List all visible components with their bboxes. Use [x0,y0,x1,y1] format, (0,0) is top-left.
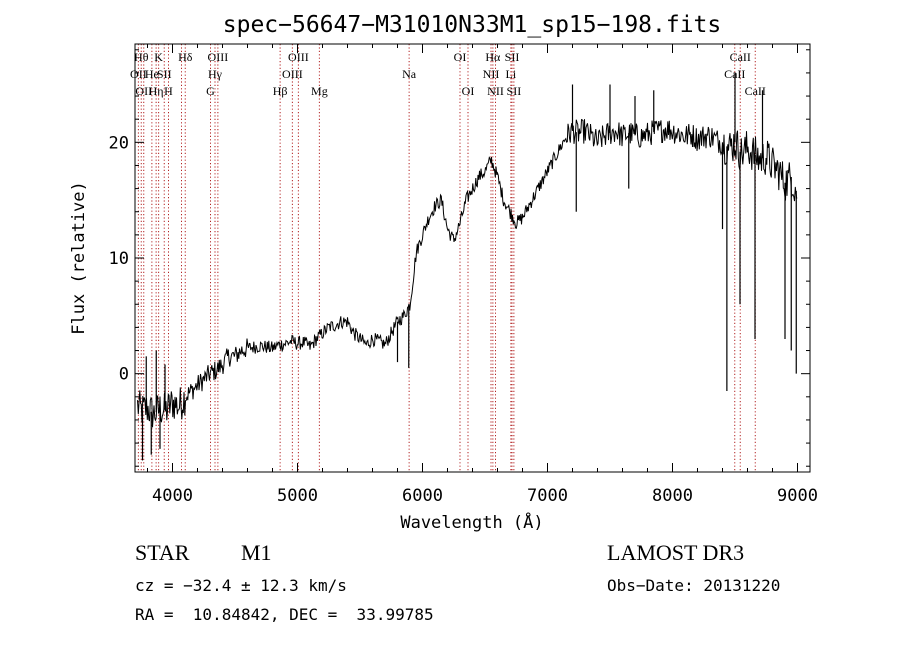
spectral-line-label: SII [507,84,522,98]
chart-title: spec−56647−M31010N33M1_sp15−198.fits [223,12,722,38]
spectral-line-label: Hα [485,50,501,64]
spectral-line-label: OI [454,50,467,64]
spectral-line-label: NII [487,84,504,98]
object-subclass: M1 [241,540,272,565]
spectral-line-label: Mg [311,84,328,98]
spectral-line-label: Hβ [273,84,288,98]
spectral-line-label: OIII [282,67,303,81]
spectral-line-label: NII [483,67,500,81]
y-tick-label: 10 [109,249,129,269]
spectral-line-label: OII [130,67,147,81]
spectral-line-label: SII [505,50,520,64]
spectral-line-label: He [145,67,159,81]
flux-line [137,118,798,428]
coordinates-readout: RA = 10.84842, DEC = 33.99785 [135,605,434,624]
spectral-line-label: OI [462,84,475,98]
spectral-line-label: OIII [208,50,229,64]
spectral-line-label: K [154,50,163,64]
y-tick-label: 0 [119,365,129,385]
spectral-line-label: Li [506,67,517,81]
spectral-line-label: Hδ [178,50,193,64]
object-type: STAR [135,540,190,565]
y-tick-label: 20 [109,133,129,153]
spectral-line-label: H [164,84,173,98]
spectral-line-label: G [206,84,215,98]
spectral-line-label: CaII [745,84,766,98]
x-tick-label: 5000 [277,486,318,506]
spectral-line-label: Hθ [134,50,149,64]
x-tick-label: 4000 [152,486,193,506]
spectral-line-label: Hγ [208,67,223,81]
observation-date: Obs−Date: 20131220 [607,576,781,595]
redshift-readout: cz = −32.4 ± 12.3 km/s [135,576,347,595]
spectral-line-label: OII [135,84,152,98]
spectral-line-label: OIII [288,50,309,64]
y-axis-label: Flux (relative) [69,181,89,335]
x-tick-label: 7000 [527,486,568,506]
x-tick-label: 9000 [777,486,818,506]
spectral-line-label: SII [157,67,172,81]
x-tick-label: 8000 [652,486,693,506]
survey-name: LAMOST DR3 [607,540,745,565]
spectral-line-label: Hη [149,84,164,98]
spectral-line-label: CaII [730,50,751,64]
x-axis-label: Wavelength (Å) [400,511,543,533]
spectral-line-label: Na [402,67,417,81]
x-tick-label: 6000 [402,486,443,506]
